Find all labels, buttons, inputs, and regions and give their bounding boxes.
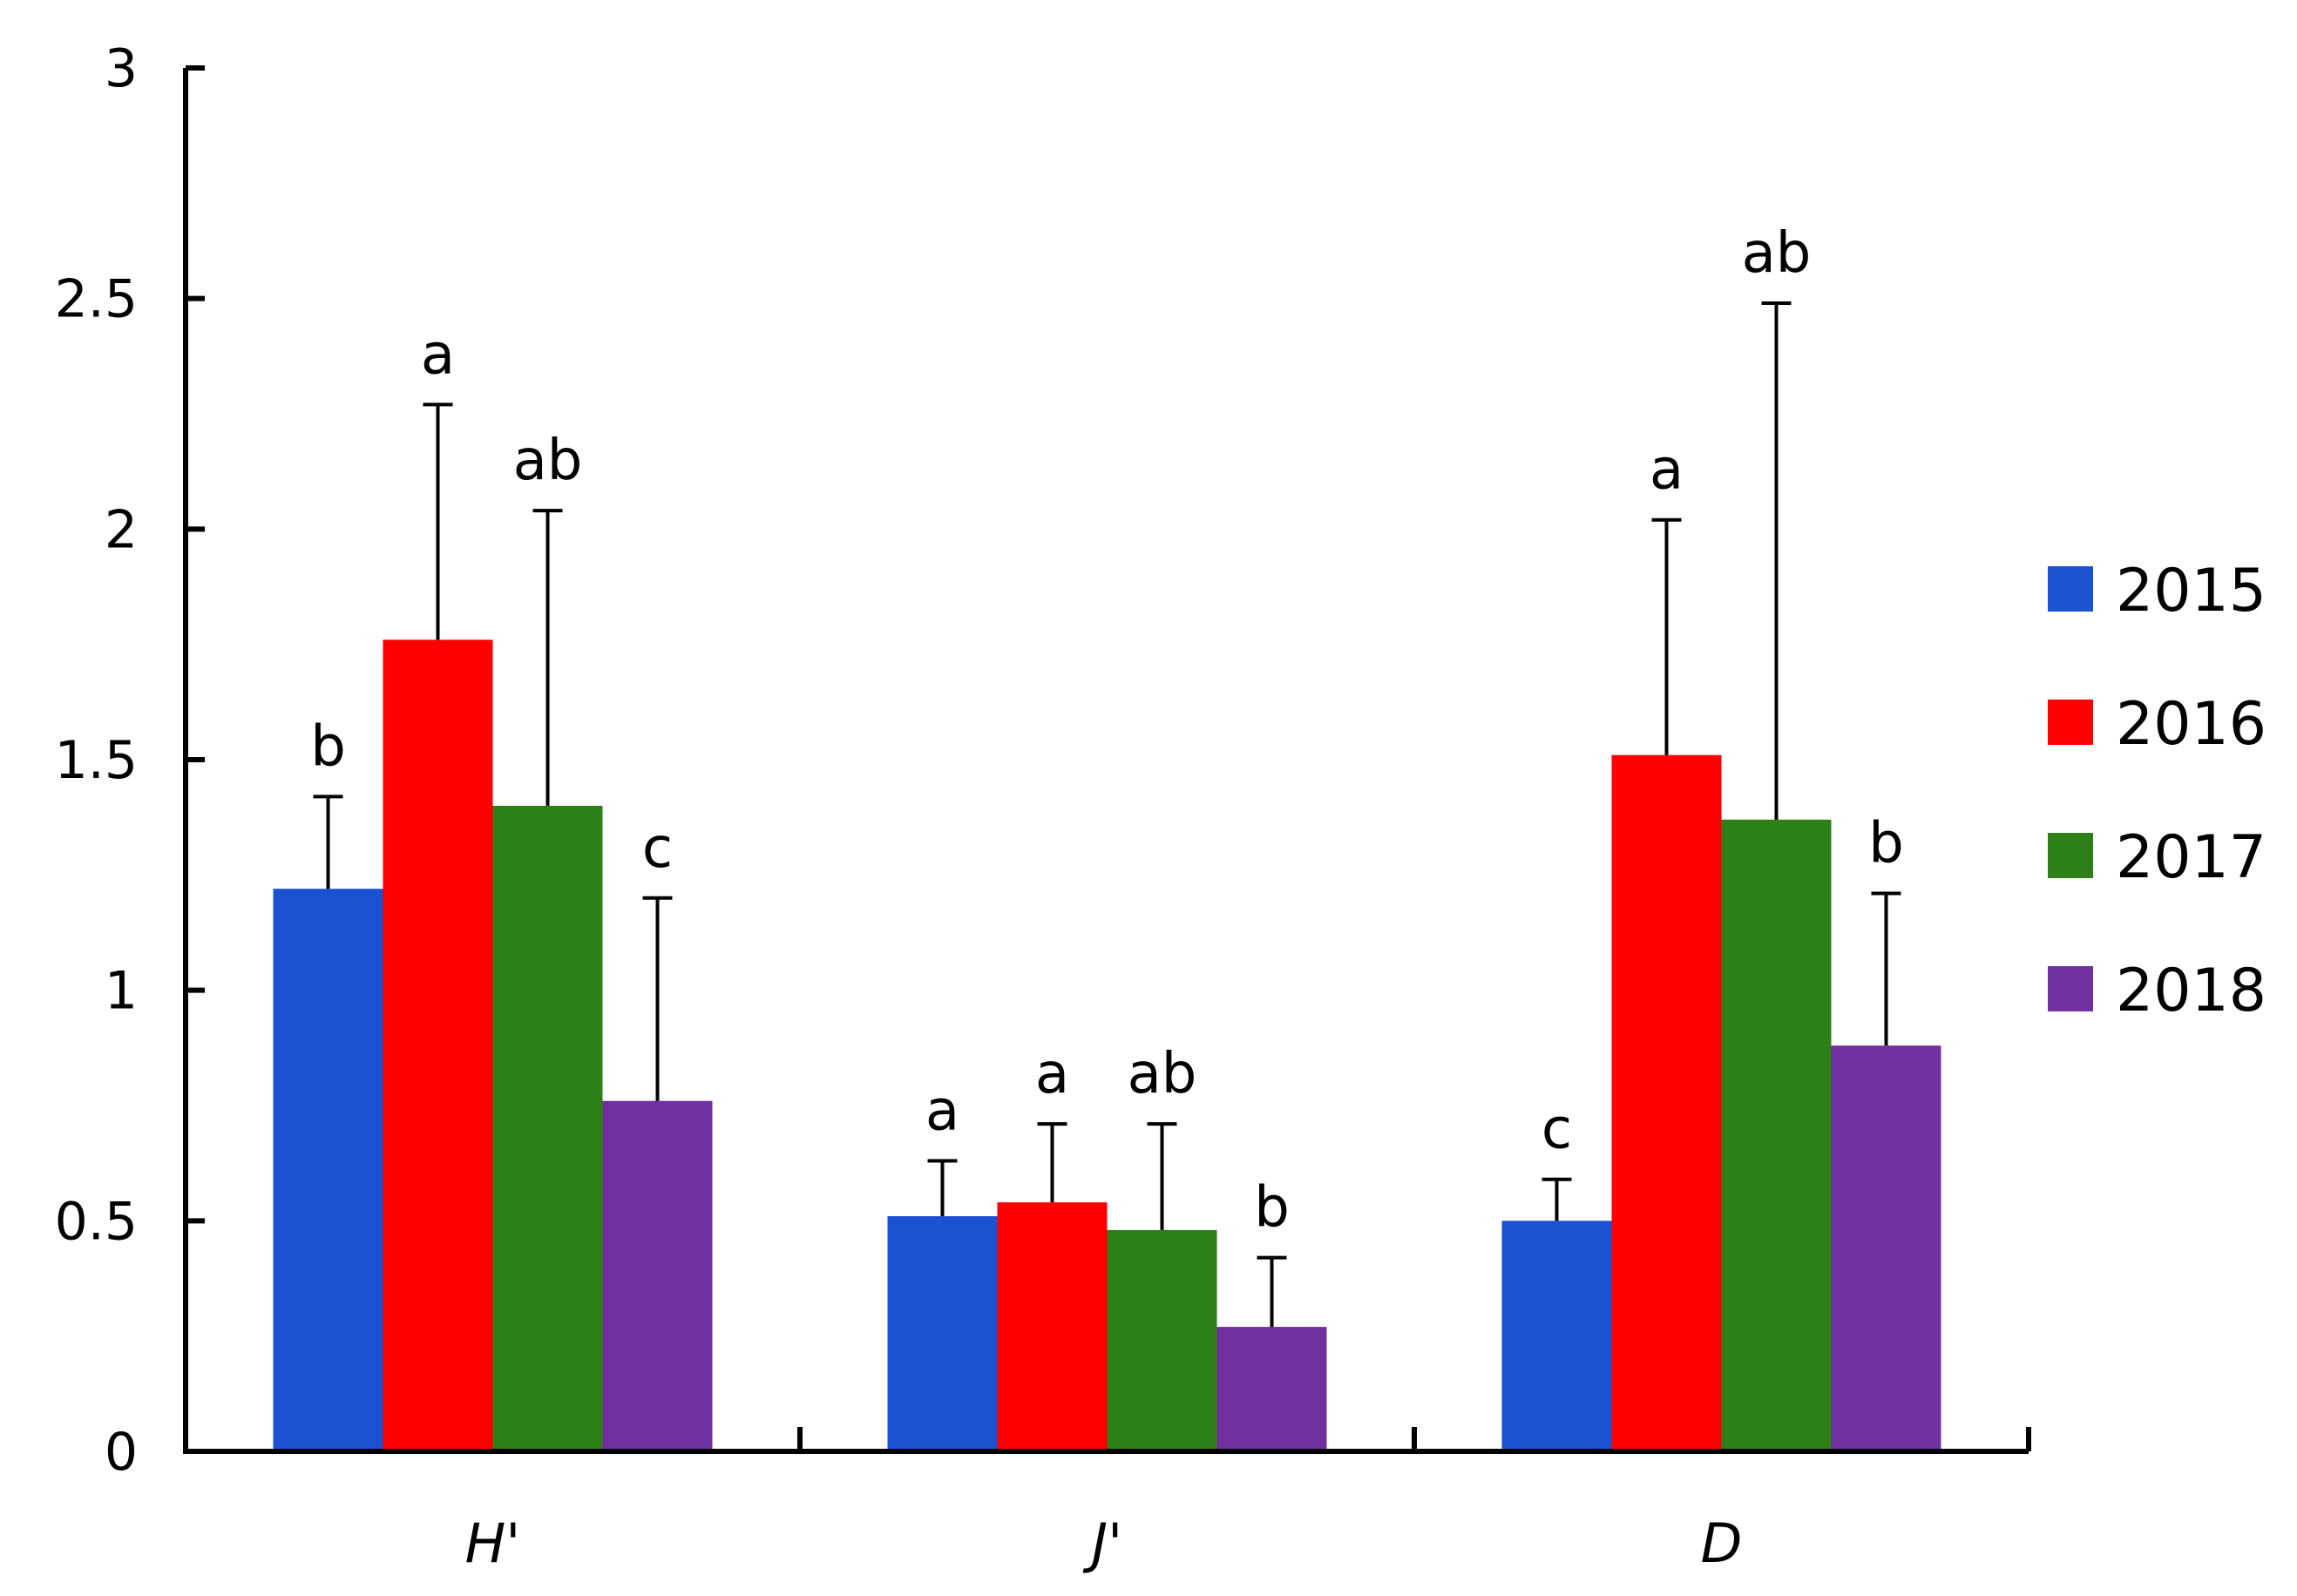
significance-letter: a [1650, 438, 1684, 503]
category-labels: H' J' D [465, 1511, 1743, 1575]
legend-swatch-2017 [2048, 833, 2093, 878]
bar-2017-0 [492, 805, 603, 1451]
y-tick-label: 1 [105, 961, 138, 1022]
bar-2016-0 [383, 639, 493, 1451]
significance-letter: c [642, 816, 673, 881]
y-tick-label: 1.5 [55, 730, 138, 791]
legend-swatch-2018 [2048, 966, 2093, 1011]
category-label: H' [465, 1511, 521, 1575]
legend: 2015 2016 2017 2018 [2048, 557, 2267, 1025]
bar-2016-1 [997, 1202, 1108, 1451]
legend-label: 2017 [2116, 823, 2267, 892]
y-tick-label: 3 [105, 38, 138, 99]
significance-letter: ab [513, 429, 583, 493]
significance-letter: ab [1128, 1042, 1197, 1106]
significance-letter: b [310, 714, 346, 779]
y-tick-label: 2 [105, 499, 138, 560]
significance-letter: b [1868, 812, 1904, 876]
legend-label: 2016 [2116, 690, 2267, 759]
axes [183, 68, 2031, 1454]
bar-2015-0 [273, 889, 383, 1451]
significance-letter: b [1254, 1176, 1290, 1241]
bar-2017-2 [1721, 819, 1832, 1451]
category-label: D [1701, 1511, 1743, 1575]
y-axis-ticks: 0 0.5 1 1.5 2 2.5 3 [55, 38, 205, 1483]
legend-swatch-2015 [2048, 566, 2093, 612]
significance-letter: a [1035, 1042, 1069, 1106]
bar-2018-0 [602, 1100, 713, 1451]
y-tick-label: 0.5 [55, 1191, 138, 1252]
legend-swatch-2016 [2048, 700, 2093, 745]
bars [273, 639, 1941, 1451]
bar-2015-2 [1501, 1221, 1612, 1451]
legend-label: 2018 [2116, 957, 2267, 1025]
bar-2016-2 [1611, 754, 1722, 1451]
legend-label: 2015 [2116, 557, 2267, 626]
bar-2015-1 [887, 1216, 998, 1451]
significance-letter: a [925, 1079, 959, 1144]
bar-2018-1 [1216, 1327, 1327, 1451]
category-label: J' [1082, 1511, 1122, 1575]
bar-2018-2 [1831, 1045, 1941, 1451]
y-tick-label: 2.5 [55, 269, 138, 330]
y-tick-label: 0 [105, 1422, 138, 1483]
error-bars [313, 301, 1901, 1328]
significance-letter: a [421, 322, 455, 387]
bar-2017-1 [1107, 1229, 1217, 1451]
significance-letter: c [1541, 1098, 1572, 1162]
significance-letter: ab [1742, 221, 1812, 286]
